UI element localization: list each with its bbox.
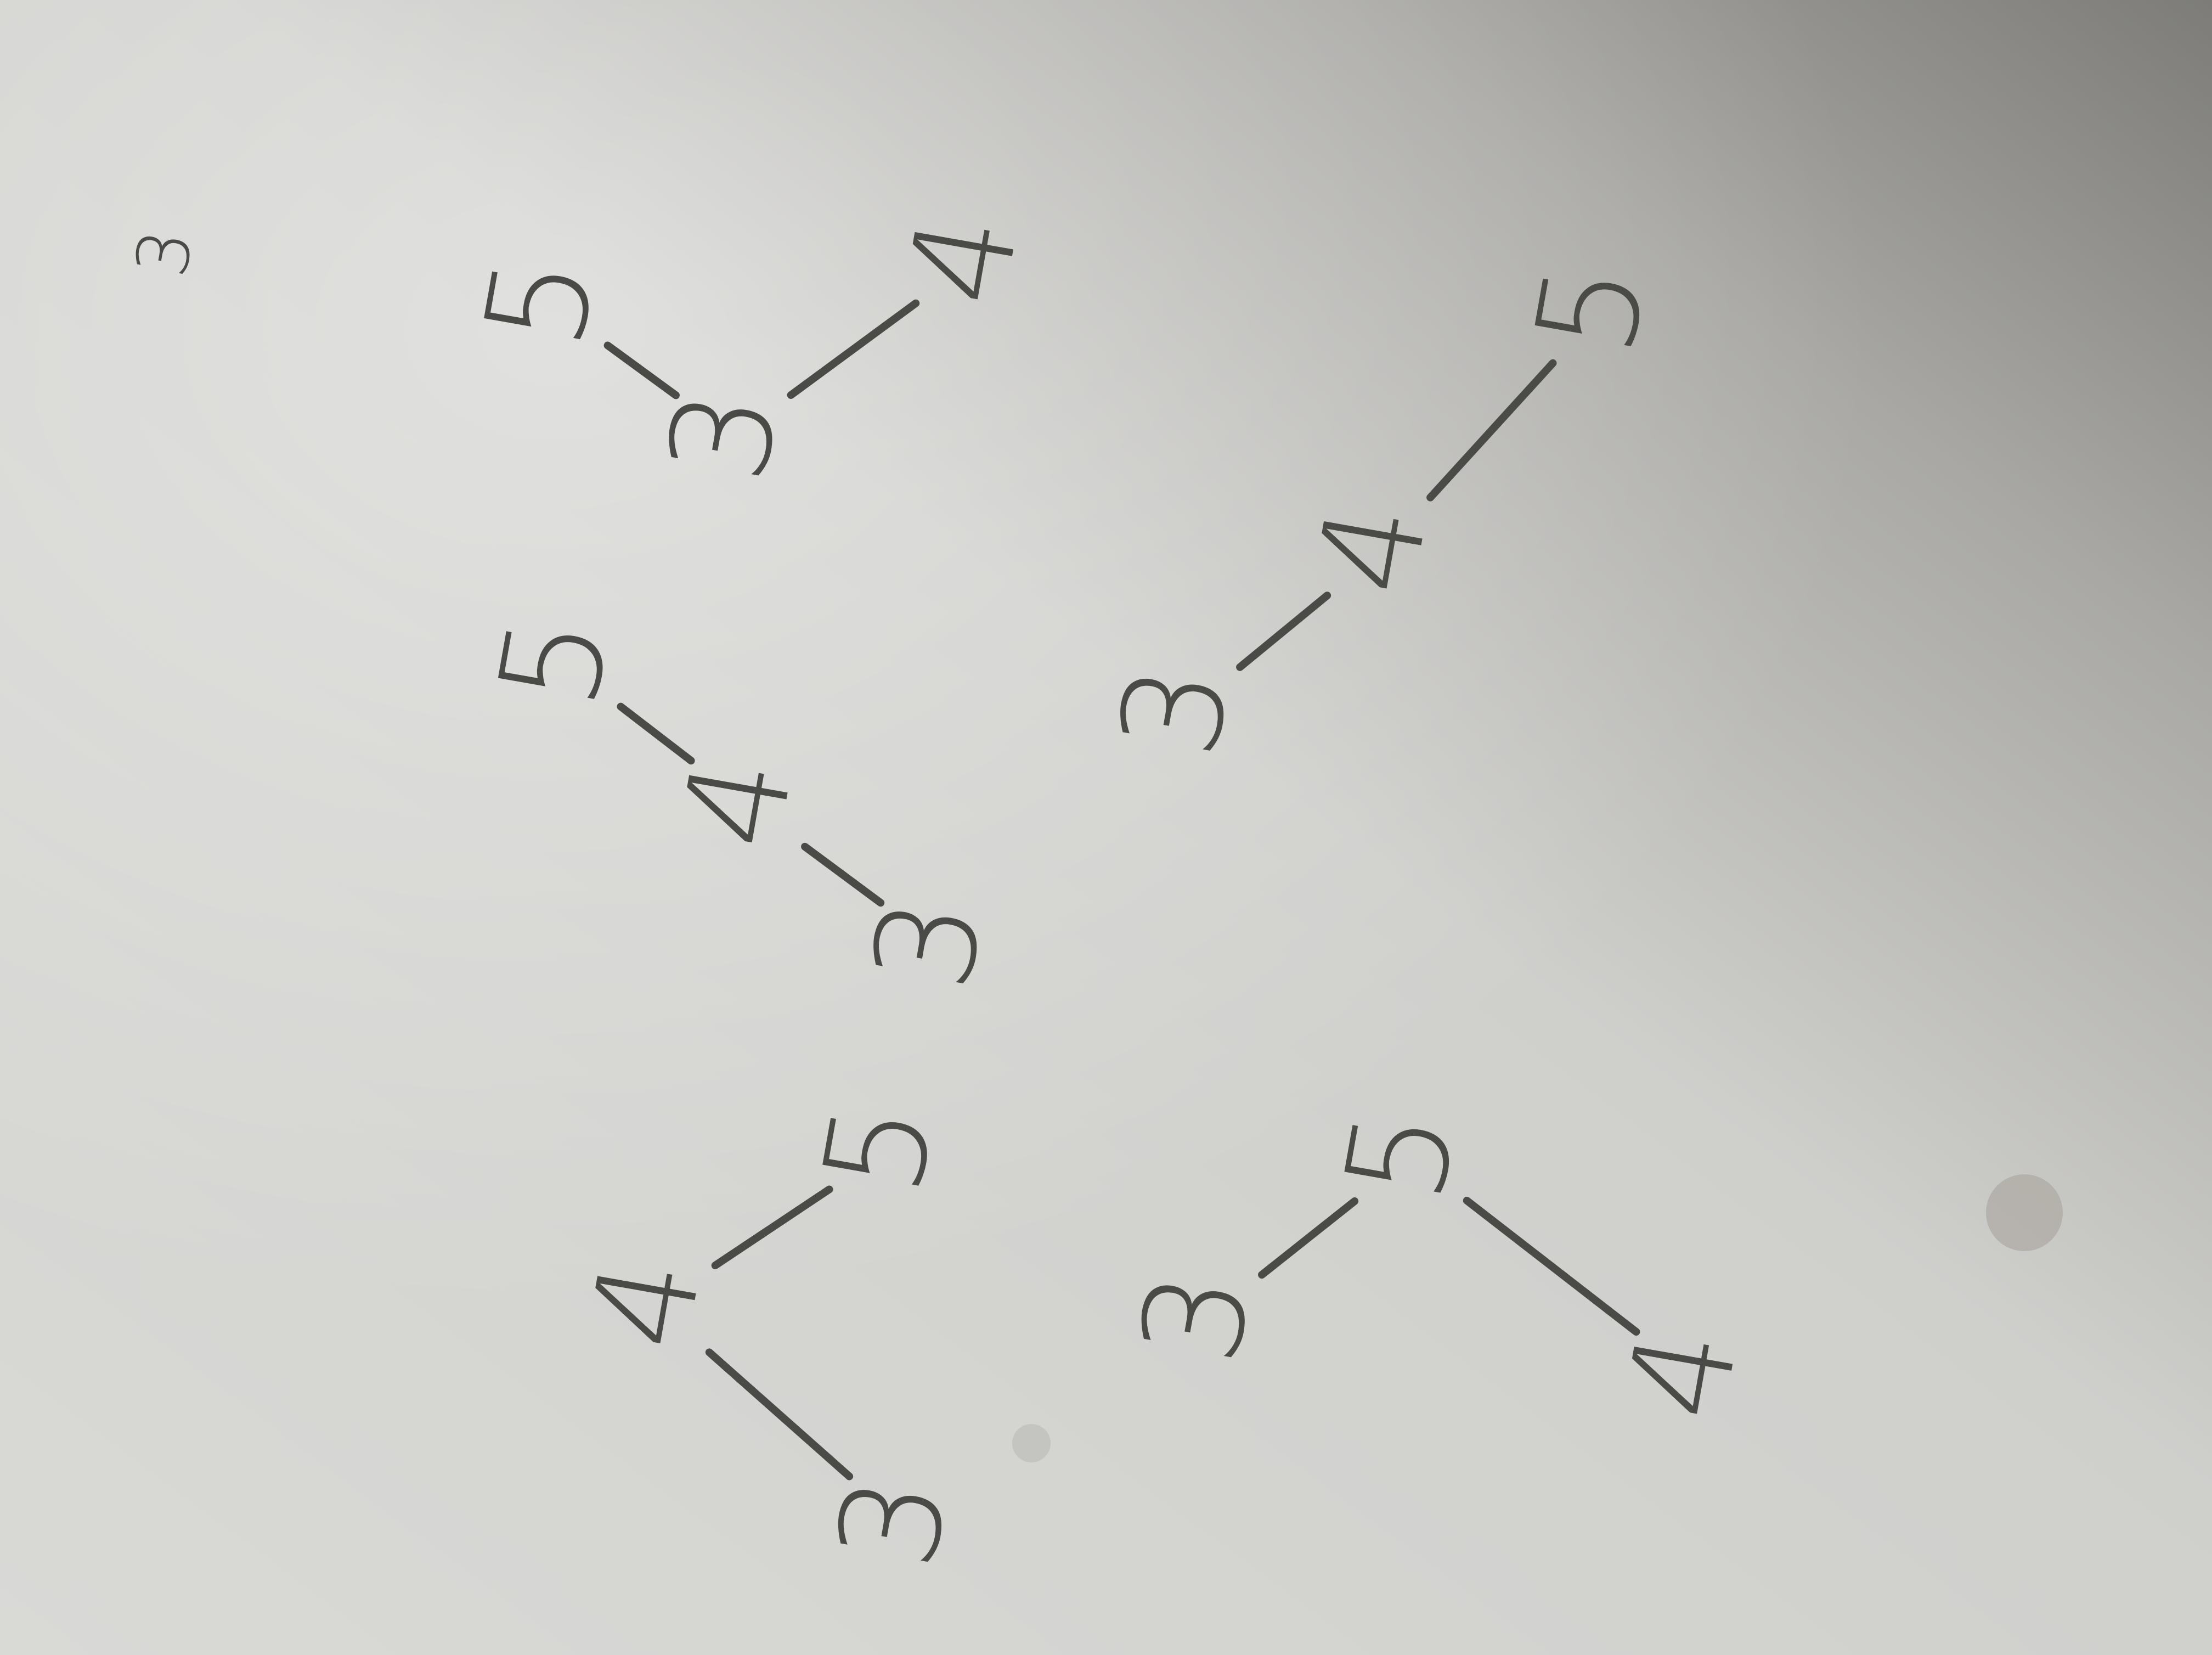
edge xyxy=(1463,1196,1640,1336)
edge xyxy=(801,842,885,907)
edge xyxy=(603,341,680,399)
edge xyxy=(787,299,920,399)
edge xyxy=(617,702,695,765)
edge xyxy=(1426,359,1557,502)
edge xyxy=(711,1185,833,1270)
stain xyxy=(1986,1174,2063,1251)
edge xyxy=(1258,1197,1359,1279)
edge xyxy=(705,1348,854,1481)
edge xyxy=(1236,592,1331,671)
smudge xyxy=(1012,1424,1051,1462)
